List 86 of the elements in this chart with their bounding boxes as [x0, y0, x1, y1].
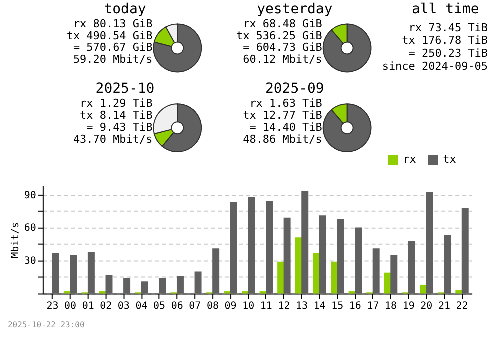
text: 60.12 Mbit/s — [243, 53, 322, 66]
x-tick-label: 18 — [385, 301, 398, 312]
x-tick-label: 19 — [402, 301, 415, 312]
bar — [444, 235, 452, 294]
x-tick-label: 05 — [154, 301, 166, 312]
y-tick-label: 30 — [24, 256, 36, 268]
bar — [176, 276, 184, 294]
bar — [284, 218, 291, 294]
donut-slice — [322, 24, 372, 73]
bar — [106, 275, 113, 294]
text: tx 536.25 GiB — [236, 29, 323, 42]
donut-slice — [322, 104, 372, 153]
bar — [408, 240, 416, 294]
bar — [355, 228, 362, 294]
text: tx 12.77 TiB — [243, 109, 323, 122]
x-tick-label: 04 — [136, 301, 148, 312]
text: = 14.40 TiB — [250, 121, 323, 134]
text: 48.86 Mbit/s — [243, 133, 322, 146]
text: tx 8.14 TiB — [80, 109, 154, 122]
bar — [302, 191, 309, 294]
text: rx 68.48 GiB — [243, 17, 323, 30]
text: all time — [412, 1, 480, 18]
bar — [420, 284, 428, 294]
bar — [70, 255, 78, 294]
text: rx 80.13 GiB — [73, 17, 154, 30]
x-tick-label: 16 — [349, 301, 362, 312]
bar — [52, 253, 60, 294]
bar — [372, 248, 380, 294]
x-tick-label: 01 — [82, 301, 94, 312]
text: rx 73.45 TiB — [408, 21, 488, 34]
bar — [141, 282, 148, 294]
chart-title: 2025-09 — [265, 81, 324, 98]
legend-label: tx — [443, 153, 457, 166]
donut-slice — [153, 24, 202, 73]
bar — [426, 192, 434, 294]
text: = 570.67 GiB — [73, 41, 154, 54]
bar — [266, 201, 273, 294]
text: 59.20 Mbit/s — [73, 53, 153, 66]
x-tick-label: 08 — [206, 301, 219, 312]
bar — [194, 272, 202, 294]
text: rx 1.29 TiB — [80, 97, 154, 110]
chart-title: yesterday — [257, 1, 333, 18]
bar — [319, 216, 326, 294]
bar — [462, 208, 469, 294]
text: tx 176.78 TiB — [402, 34, 488, 48]
text: = 604.73 GiB — [243, 41, 323, 54]
bar — [390, 255, 398, 294]
text: 43.70 Mbit/s — [73, 133, 153, 146]
bar — [124, 278, 131, 294]
x-tick-label: 10 — [242, 301, 255, 312]
x-tick-label: 07 — [189, 301, 202, 312]
x-tick-label: 21 — [438, 301, 450, 312]
x-tick-label: 20 — [420, 301, 433, 312]
legend-label: rx — [403, 153, 417, 166]
x-tick-label: 06 — [171, 301, 184, 312]
x-tick-label: 02 — [100, 301, 112, 312]
x-tick-label: 17 — [367, 301, 380, 312]
bar — [278, 262, 285, 294]
x-tick-label: 13 — [296, 301, 308, 312]
x-tick-label: 15 — [332, 301, 344, 312]
y-tick-label: 90 — [24, 190, 36, 202]
bar — [88, 252, 95, 294]
bar — [313, 253, 320, 294]
bar — [212, 248, 220, 294]
x-tick-label: 23 — [46, 301, 59, 312]
x-tick-label: 00 — [64, 301, 77, 312]
text: = 250.23 TiB — [408, 47, 488, 60]
y-axis-title: Mbit/s — [10, 222, 22, 258]
text: = 9.43 TiB — [86, 121, 154, 134]
x-tick-label: 03 — [118, 301, 130, 312]
bar — [159, 278, 166, 294]
x-tick-label: 22 — [456, 301, 468, 312]
chart-title: today — [104, 1, 146, 18]
chart-title: 2025-10 — [96, 81, 155, 98]
text: 2025-10-22 23:00 — [8, 320, 85, 330]
x-tick-label: 11 — [260, 301, 272, 312]
x-tick-label: 14 — [314, 301, 326, 312]
x-tick-label: 12 — [278, 301, 290, 312]
text: rx 1.63 TiB — [250, 97, 323, 110]
bar — [248, 196, 256, 294]
text: tx 490.54 GiB — [66, 29, 154, 42]
y-tick-label: 60 — [24, 223, 36, 234]
bar — [337, 218, 344, 294]
x-tick-label: 09 — [224, 301, 237, 312]
text: since 2024-09-05 — [382, 60, 488, 74]
bar — [230, 202, 238, 294]
